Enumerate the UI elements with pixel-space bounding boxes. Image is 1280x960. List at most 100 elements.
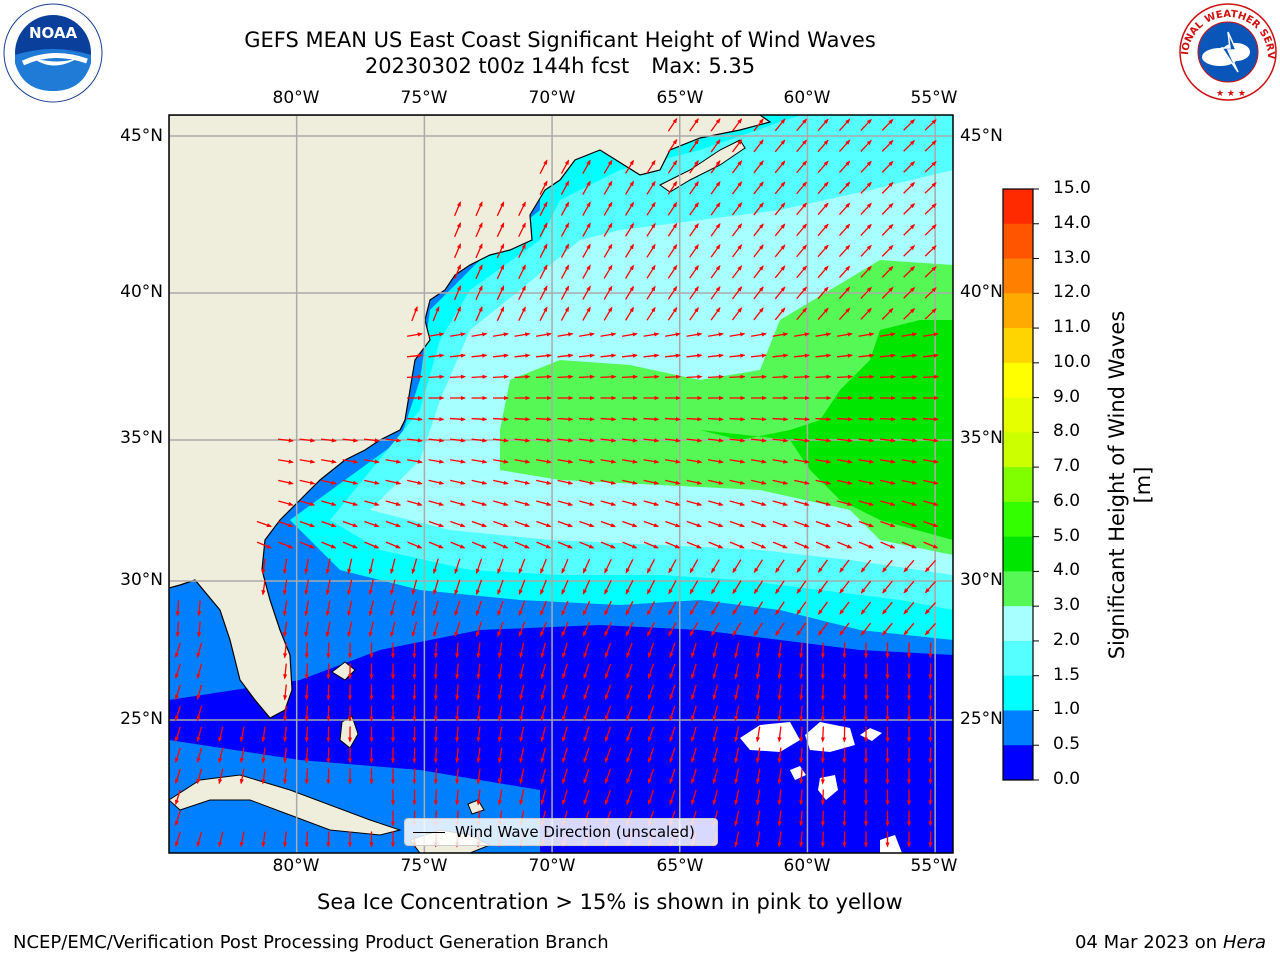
wave-arrow — [562, 768, 568, 785]
wave-arrow — [625, 222, 634, 237]
wave-arrow — [539, 201, 548, 216]
lon-label-bottom: 60°W — [783, 856, 831, 876]
wave-arrow — [712, 663, 719, 680]
wave-arrow — [514, 541, 530, 549]
wave-arrow — [924, 224, 937, 236]
wave-arrow — [711, 580, 720, 595]
wave-arrow — [428, 500, 445, 506]
wave-arrow — [582, 222, 591, 237]
wave-arrow — [924, 203, 937, 215]
wave-arrow — [731, 139, 743, 153]
wave-arrow — [535, 459, 552, 464]
wave-arrow — [772, 541, 788, 549]
colorbar-tick-label: 5.0 — [1053, 525, 1081, 546]
wave-arrow — [817, 580, 828, 594]
wave-arrow — [815, 459, 832, 464]
wave-arrow — [924, 266, 937, 278]
wave-arrow — [924, 559, 936, 573]
wave-arrow — [667, 285, 678, 300]
wave-arrow — [519, 705, 525, 722]
wave-arrow — [799, 789, 804, 806]
wave-arrow — [304, 726, 309, 743]
wave-arrow — [321, 541, 337, 549]
wave-arrow — [283, 726, 288, 743]
wave-arrow — [667, 180, 678, 195]
wave-arrow — [903, 140, 916, 152]
wave-arrow — [689, 180, 699, 195]
wave-arrow — [603, 222, 613, 237]
wave-arrow — [881, 307, 894, 320]
wave-arrow — [496, 243, 505, 259]
wave-arrow — [708, 520, 724, 528]
wave-arrow — [643, 520, 660, 528]
wave-arrow — [604, 579, 612, 595]
wave-arrow — [820, 726, 825, 743]
wave-arrow — [793, 353, 810, 358]
lon-label-bottom: 65°W — [656, 856, 704, 876]
wave-arrow — [174, 726, 181, 743]
wave-arrow — [817, 118, 829, 132]
wave-arrow — [750, 438, 767, 443]
wave-arrow — [729, 438, 746, 443]
wave-arrow — [428, 374, 445, 379]
wave-arrow — [497, 789, 503, 806]
wave-arrow — [603, 201, 613, 216]
wave-arrow — [433, 642, 438, 659]
wave-arrow — [626, 705, 633, 722]
wave-arrow — [689, 138, 699, 153]
wave-arrow — [689, 243, 699, 258]
wave-arrow — [799, 705, 804, 722]
wave-arrow — [539, 243, 548, 258]
wave-arrow — [817, 223, 829, 237]
wave-arrow — [600, 438, 617, 443]
wave-arrow — [777, 810, 782, 827]
wave-arrow — [796, 202, 807, 216]
wave-arrow — [320, 459, 337, 464]
wave-arrow — [707, 353, 724, 358]
wave-arrow — [626, 789, 633, 806]
wave-arrow — [750, 332, 767, 337]
wave-arrow — [514, 438, 531, 443]
wave-arrow — [793, 332, 810, 337]
wave-arrow — [820, 663, 825, 680]
wave-arrow — [799, 810, 804, 827]
wave-arrow — [304, 768, 309, 785]
wave-arrow — [772, 353, 789, 358]
wave-arrow — [643, 438, 660, 443]
chart-subtitle: 20230302 t00z 144h fcst Max: 5.35 — [160, 53, 960, 79]
wave-arrow — [540, 705, 547, 722]
wave-arrow — [518, 285, 526, 301]
wave-arrow — [794, 500, 810, 506]
wave-direction-arrows — [174, 117, 940, 848]
wave-arrow — [535, 417, 553, 422]
colorbar-segment — [1003, 362, 1033, 399]
wave-arrow — [368, 600, 374, 617]
wave-arrow — [796, 286, 807, 300]
wave-arrow — [625, 201, 634, 216]
colorbar-tick-label: 6.0 — [1053, 490, 1081, 511]
wave-arrow — [881, 223, 894, 236]
wave-arrow — [731, 265, 743, 279]
colorbar-segment — [1003, 467, 1033, 503]
wave-arrow — [411, 600, 418, 617]
wave-arrow — [583, 726, 590, 743]
wave-arrow — [707, 332, 724, 337]
lon-label-top: 70°W — [528, 88, 576, 108]
wave-arrow — [922, 374, 940, 379]
wave-arrow — [755, 747, 761, 764]
lon-label-bottom: 75°W — [400, 856, 448, 876]
wave-arrow — [881, 286, 894, 299]
wave-arrow — [796, 160, 807, 174]
wave-arrow — [708, 541, 724, 549]
wave-arrow — [450, 479, 466, 485]
wave-arrow — [903, 119, 916, 131]
wave-arrow — [820, 642, 825, 659]
colorbar-tick-label: 8.0 — [1053, 421, 1081, 442]
wave-arrow — [646, 559, 656, 574]
wave-arrow — [493, 479, 509, 485]
wave-arrow — [928, 831, 933, 848]
wave-arrow — [514, 520, 531, 528]
wave-arrow — [428, 417, 445, 422]
colorbar-segment — [1003, 432, 1033, 468]
noaa-logo: NOAA — [3, 3, 103, 103]
